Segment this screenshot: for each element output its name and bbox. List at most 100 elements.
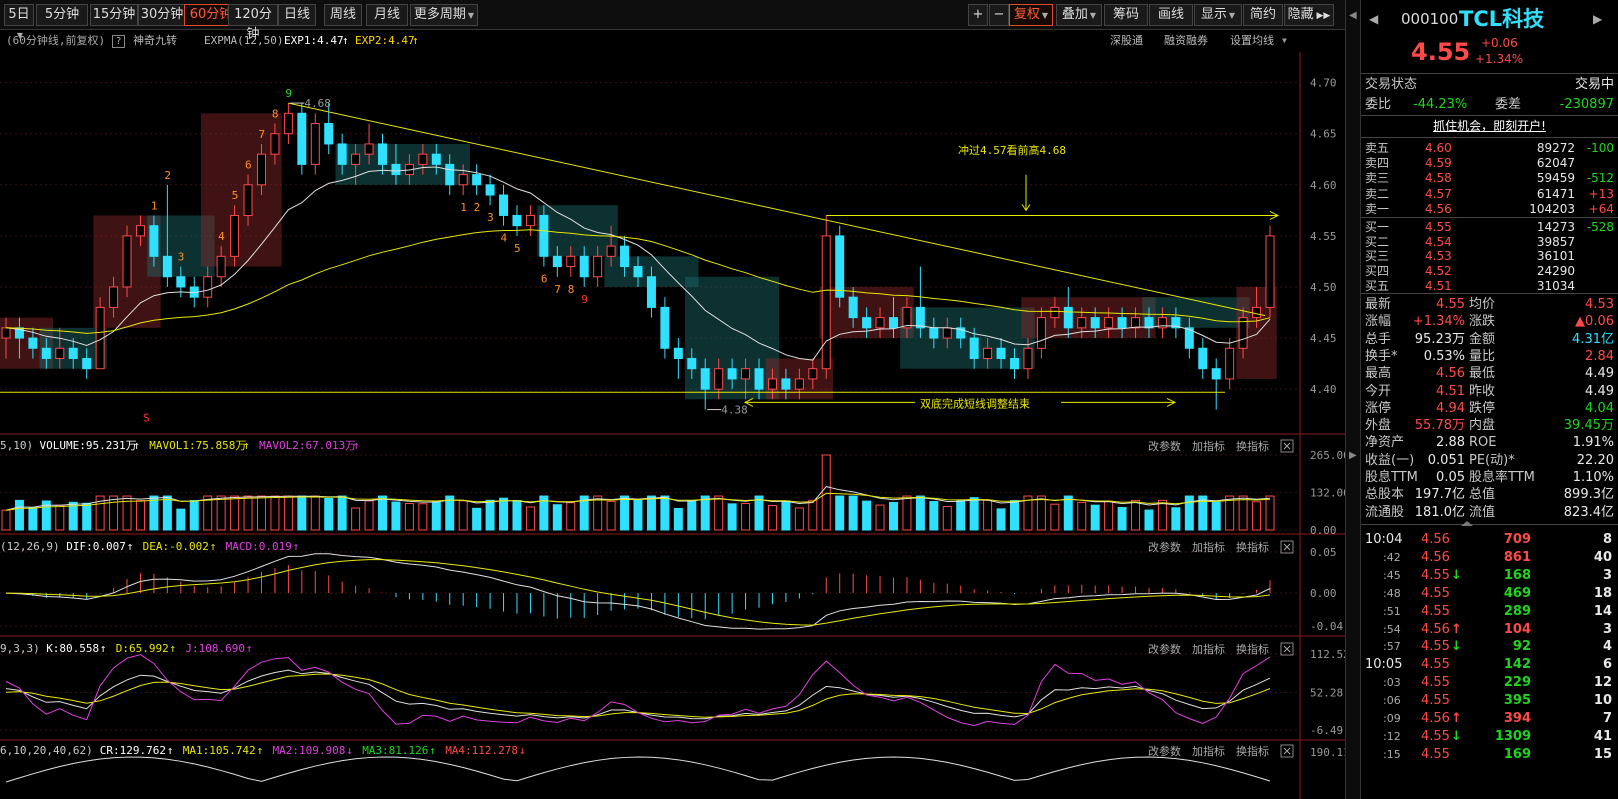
td-count: 1: [460, 201, 467, 214]
volume-bar: [1144, 509, 1154, 531]
volume-bar: [283, 495, 293, 531]
weicha-value: -230897: [1559, 97, 1614, 112]
open-account-link[interactable]: 抓住机会，即刻开户!: [1433, 119, 1546, 133]
stat-row: 涨幅 +1.34% 涨跌 ▲0.06: [1361, 313, 1618, 330]
indicator-name[interactable]: 神奇九转: [133, 34, 177, 47]
collapse-right-icon[interactable]: ▶: [1349, 450, 1357, 461]
panel-button-2[interactable]: 换指标: [1236, 642, 1269, 656]
order-price: 4.55: [1425, 220, 1452, 234]
panel-button-0[interactable]: 改参数: [1148, 540, 1181, 554]
candle: [230, 214, 240, 257]
order-volume: 31034: [1536, 278, 1575, 293]
candle: [1252, 306, 1262, 319]
tool-button-8[interactable]: 隐藏 ▶▶: [1284, 4, 1334, 26]
tick-volume: 169: [1503, 746, 1531, 762]
panel-button-1[interactable]: 加指标: [1192, 439, 1225, 453]
close-icon[interactable]: [1280, 540, 1294, 554]
volume-bar: [28, 507, 38, 531]
exp1-line: [5, 166, 1271, 361]
tick-row: :45 4.55 ↓ 168 3: [1361, 567, 1618, 584]
panel-button-2[interactable]: 换指标: [1236, 439, 1269, 453]
link-shengutong[interactable]: 深股通: [1110, 34, 1143, 47]
volume-bar: [969, 497, 979, 531]
panel-divider[interactable]: ◀ ▶: [1345, 0, 1361, 799]
chevron-down-icon[interactable]: ▼: [1282, 36, 1287, 45]
expma-label[interactable]: EXPMA(12,50): [204, 34, 284, 47]
volume-bar: [431, 501, 441, 531]
candle: [378, 143, 388, 165]
collapse-left-icon[interactable]: ◀: [1349, 10, 1357, 21]
tool-button-2[interactable]: 复权 ▼: [1009, 4, 1053, 26]
period-tab-7[interactable]: 周线: [324, 4, 362, 26]
panel-button-1[interactable]: 加指标: [1192, 744, 1225, 758]
annotation-double-bottom: 双底完成短线调整结束: [920, 396, 1030, 410]
tick-count: 15: [1593, 746, 1612, 762]
expand-icon: ▶▶: [1313, 11, 1331, 21]
weicha-label: 委差: [1495, 97, 1522, 112]
candle: [337, 143, 347, 165]
candle: [1184, 327, 1194, 349]
tool-button-4[interactable]: 筹码: [1104, 4, 1148, 26]
period-tab-0[interactable]: 5日▼: [4, 4, 34, 40]
td-count: 6: [541, 273, 548, 286]
stat-label: 最新: [1365, 297, 1392, 312]
period-tab-2[interactable]: 15分钟: [90, 4, 138, 26]
volume-bar: [499, 497, 509, 531]
help-icon[interactable]: ?: [112, 35, 125, 48]
period-tab-5[interactable]: 120分钟: [228, 4, 278, 42]
panel-button-0[interactable]: 改参数: [1148, 744, 1181, 758]
period-tab-8[interactable]: 月线: [366, 4, 408, 26]
close-icon[interactable]: [1280, 744, 1294, 758]
tool-button-5[interactable]: 画线: [1149, 4, 1193, 26]
chevron-left-icon[interactable]: ◀: [1369, 12, 1379, 26]
stat-label: 总手: [1365, 331, 1392, 347]
link-margin[interactable]: 融资融券: [1164, 34, 1208, 47]
period-tab-9[interactable]: 更多周期 ▼: [410, 4, 478, 26]
status-label: 交易状态: [1365, 77, 1418, 92]
price-change: +0.06: [1481, 36, 1518, 50]
panel-button-2[interactable]: 换指标: [1236, 744, 1269, 758]
stat-value: 4.51: [1436, 383, 1465, 399]
td-count: 5: [514, 242, 521, 255]
candle: [1211, 368, 1221, 380]
period-tab-3[interactable]: 30分钟: [138, 4, 186, 26]
order-label: 卖三: [1365, 171, 1390, 186]
tool-button-6[interactable]: 显示 ▼: [1194, 4, 1242, 26]
sell-row: 卖一 4.56 104203 +64: [1361, 201, 1618, 218]
period-tab-4[interactable]: 60分钟: [184, 4, 238, 26]
exp2-line: [5, 229, 1271, 334]
order-change: -100: [1586, 141, 1614, 155]
close-icon[interactable]: [1280, 642, 1294, 656]
period-tab-6[interactable]: 日线: [278, 4, 316, 26]
stat-label: 换手*: [1365, 348, 1398, 364]
panel-button-1[interactable]: 加指标: [1192, 642, 1225, 656]
chevron-right-icon[interactable]: ▶: [1593, 12, 1603, 26]
tick-row: :48 4.55 469 18: [1361, 585, 1618, 602]
arrow-right-icon: [1269, 211, 1280, 220]
collapse-stats-icon[interactable]: [1461, 521, 1473, 526]
panel-button-0[interactable]: 改参数: [1148, 439, 1181, 453]
pattern-box: [537, 205, 618, 257]
arrow-icon: ↑: [127, 540, 134, 553]
panel-button-0[interactable]: 改参数: [1148, 642, 1181, 656]
panel-button-2[interactable]: 换指标: [1236, 540, 1269, 554]
tick-volume: 709: [1503, 532, 1531, 547]
period-tab-1[interactable]: 5分钟: [36, 4, 88, 26]
tick-time: :54: [1383, 622, 1401, 636]
stat-value: 899.3亿: [1563, 487, 1614, 503]
tick-count: 40: [1593, 549, 1612, 565]
candle: [391, 163, 401, 176]
candle: [499, 194, 509, 216]
link-ma-settings[interactable]: 设置均线: [1230, 34, 1274, 47]
panel-button-1[interactable]: 加指标: [1192, 540, 1225, 554]
tool-button-7[interactable]: 简约: [1243, 4, 1283, 26]
candle: [781, 378, 791, 390]
tool-button-3[interactable]: 叠加 ▼: [1056, 4, 1102, 26]
arrow-icon: ↑: [100, 642, 107, 655]
tool-button-1[interactable]: −: [989, 4, 1009, 26]
close-icon[interactable]: [1280, 439, 1294, 453]
tool-button-0[interactable]: +: [968, 4, 988, 26]
stat-label: 最高: [1365, 366, 1392, 382]
order-volume: 59459: [1536, 171, 1575, 186]
chart-area[interactable]: 4.70 4.65 4.60 4.55 4.50 4.45 4.40 冲过4.57看前高4.6…: [0, 52, 1345, 799]
